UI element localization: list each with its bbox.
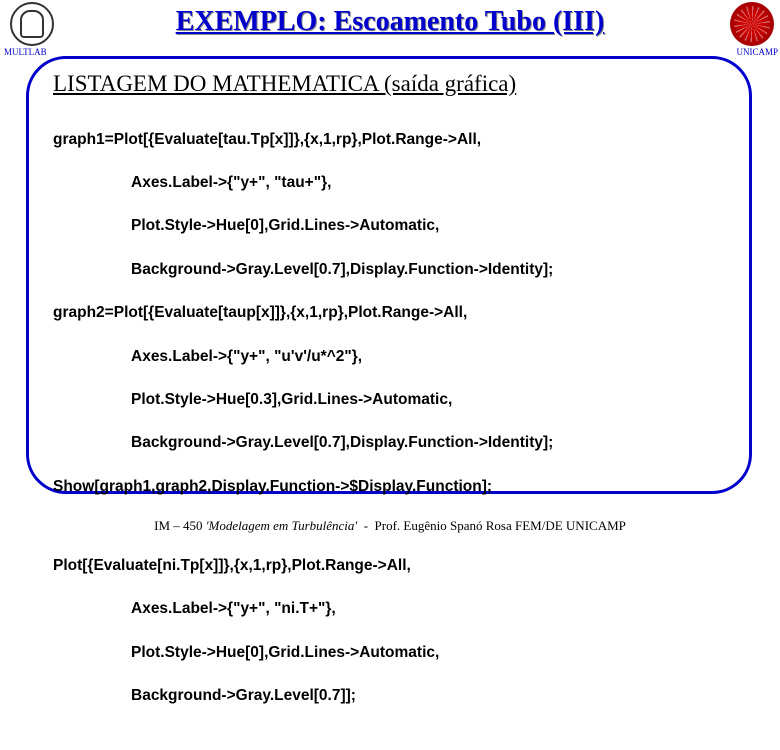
code-line: Show[graph1,graph2,Display.Function->$Di…	[53, 476, 725, 498]
code-line: graph1=Plot[{Evaluate[tau.Tp[x]]},{x,1,r…	[53, 129, 725, 151]
footer-text: IM – 450 'Modelagem em Turbulência' - Pr…	[0, 518, 780, 534]
code-listing: graph1=Plot[{Evaluate[tau.Tp[x]]},{x,1,r…	[53, 107, 725, 750]
code-line: Axes.Label->{"y+", "u'v'/u*^2"},	[53, 346, 725, 368]
code-line: Plot.Style->Hue[0],Grid.Lines->Automatic…	[53, 215, 725, 237]
code-line: graph2=Plot[{Evaluate[taup[x]]},{x,1,rp}…	[53, 302, 725, 324]
slide-title: EXEMPLO: Escoamento Tubo (III)	[0, 0, 780, 38]
multlab-logo	[10, 2, 54, 46]
right-org-label: UNICAMP	[736, 47, 778, 57]
code-line: Axes.Label->{"y+", "ni.T+"},	[53, 598, 725, 620]
content-frame: LISTAGEM DO MATHEMATICA (saída gráfica) …	[26, 56, 752, 494]
code-line: Axes.Label->{"y+", "tau+"},	[53, 172, 725, 194]
left-org-label: MULTLAB	[4, 47, 47, 57]
code-line: Background->Gray.Level[0.7],Display.Func…	[53, 259, 725, 281]
section-heading: LISTAGEM DO MATHEMATICA (saída gráfica)	[53, 71, 725, 97]
unicamp-logo	[730, 2, 774, 46]
code-line: Plot.Style->Hue[0.3],Grid.Lines->Automat…	[53, 389, 725, 411]
code-line: Plot[{Evaluate[ni.Tp[x]]},{x,1,rp},Plot.…	[53, 555, 725, 577]
code-line: Plot.Style->Hue[0],Grid.Lines->Automatic…	[53, 642, 725, 664]
code-line: Background->Gray.Level[0.7]];	[53, 685, 725, 707]
code-line: Background->Gray.Level[0.7],Display.Func…	[53, 432, 725, 454]
